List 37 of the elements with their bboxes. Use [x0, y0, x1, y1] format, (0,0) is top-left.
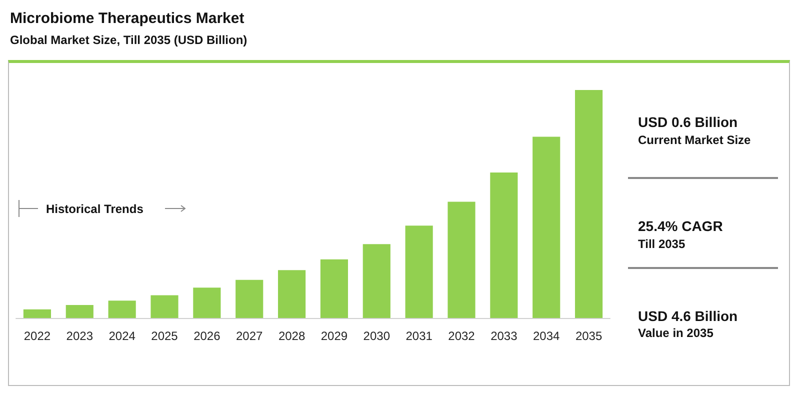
- chart-title: Microbiome Therapeutics Market: [10, 10, 244, 27]
- x-tick-label: 2023: [66, 329, 94, 343]
- text: Value in 2035: [638, 326, 714, 340]
- x-tick-label: 2031: [406, 329, 433, 343]
- text: Current Market Size: [638, 133, 751, 147]
- text: Till 2035: [638, 237, 686, 251]
- bar: [23, 309, 52, 318]
- x-tick-label: 2027: [236, 329, 264, 343]
- x-tick-label: 2025: [151, 329, 178, 343]
- bar: [236, 280, 264, 318]
- bar: [448, 202, 476, 318]
- x-tick-label: 2033: [490, 329, 518, 343]
- bar: [532, 136, 560, 318]
- x-tick-label: 2024: [108, 329, 136, 343]
- chart-subtitle: Global Market Size, Till 2035 (USD Billion): [10, 33, 248, 47]
- bar: [574, 90, 603, 318]
- x-tick-label: 2029: [320, 329, 348, 343]
- bar: [193, 288, 221, 318]
- bar: [362, 244, 390, 318]
- bar: [66, 305, 94, 318]
- x-tick-label: 2032: [448, 329, 476, 343]
- bar: [108, 300, 136, 318]
- x-tick-label: 2022: [24, 329, 51, 343]
- x-tick-label: 2034: [533, 329, 560, 343]
- text: USD 0.6 Billion: [638, 114, 738, 130]
- bar: [150, 295, 178, 318]
- bar: [490, 172, 518, 318]
- x-tick-label: 2028: [278, 329, 306, 343]
- text: 25.4% CAGR: [638, 218, 723, 234]
- bar: [278, 270, 306, 318]
- x-tick-label: 2030: [363, 329, 390, 343]
- annotation: Historical Trends: [46, 202, 144, 216]
- bar: [405, 226, 433, 318]
- bar: [320, 259, 348, 318]
- x-tick-label: 2035: [575, 329, 602, 343]
- x-tick-label: 2026: [194, 329, 221, 343]
- text: USD 4.6 Billion: [638, 308, 738, 324]
